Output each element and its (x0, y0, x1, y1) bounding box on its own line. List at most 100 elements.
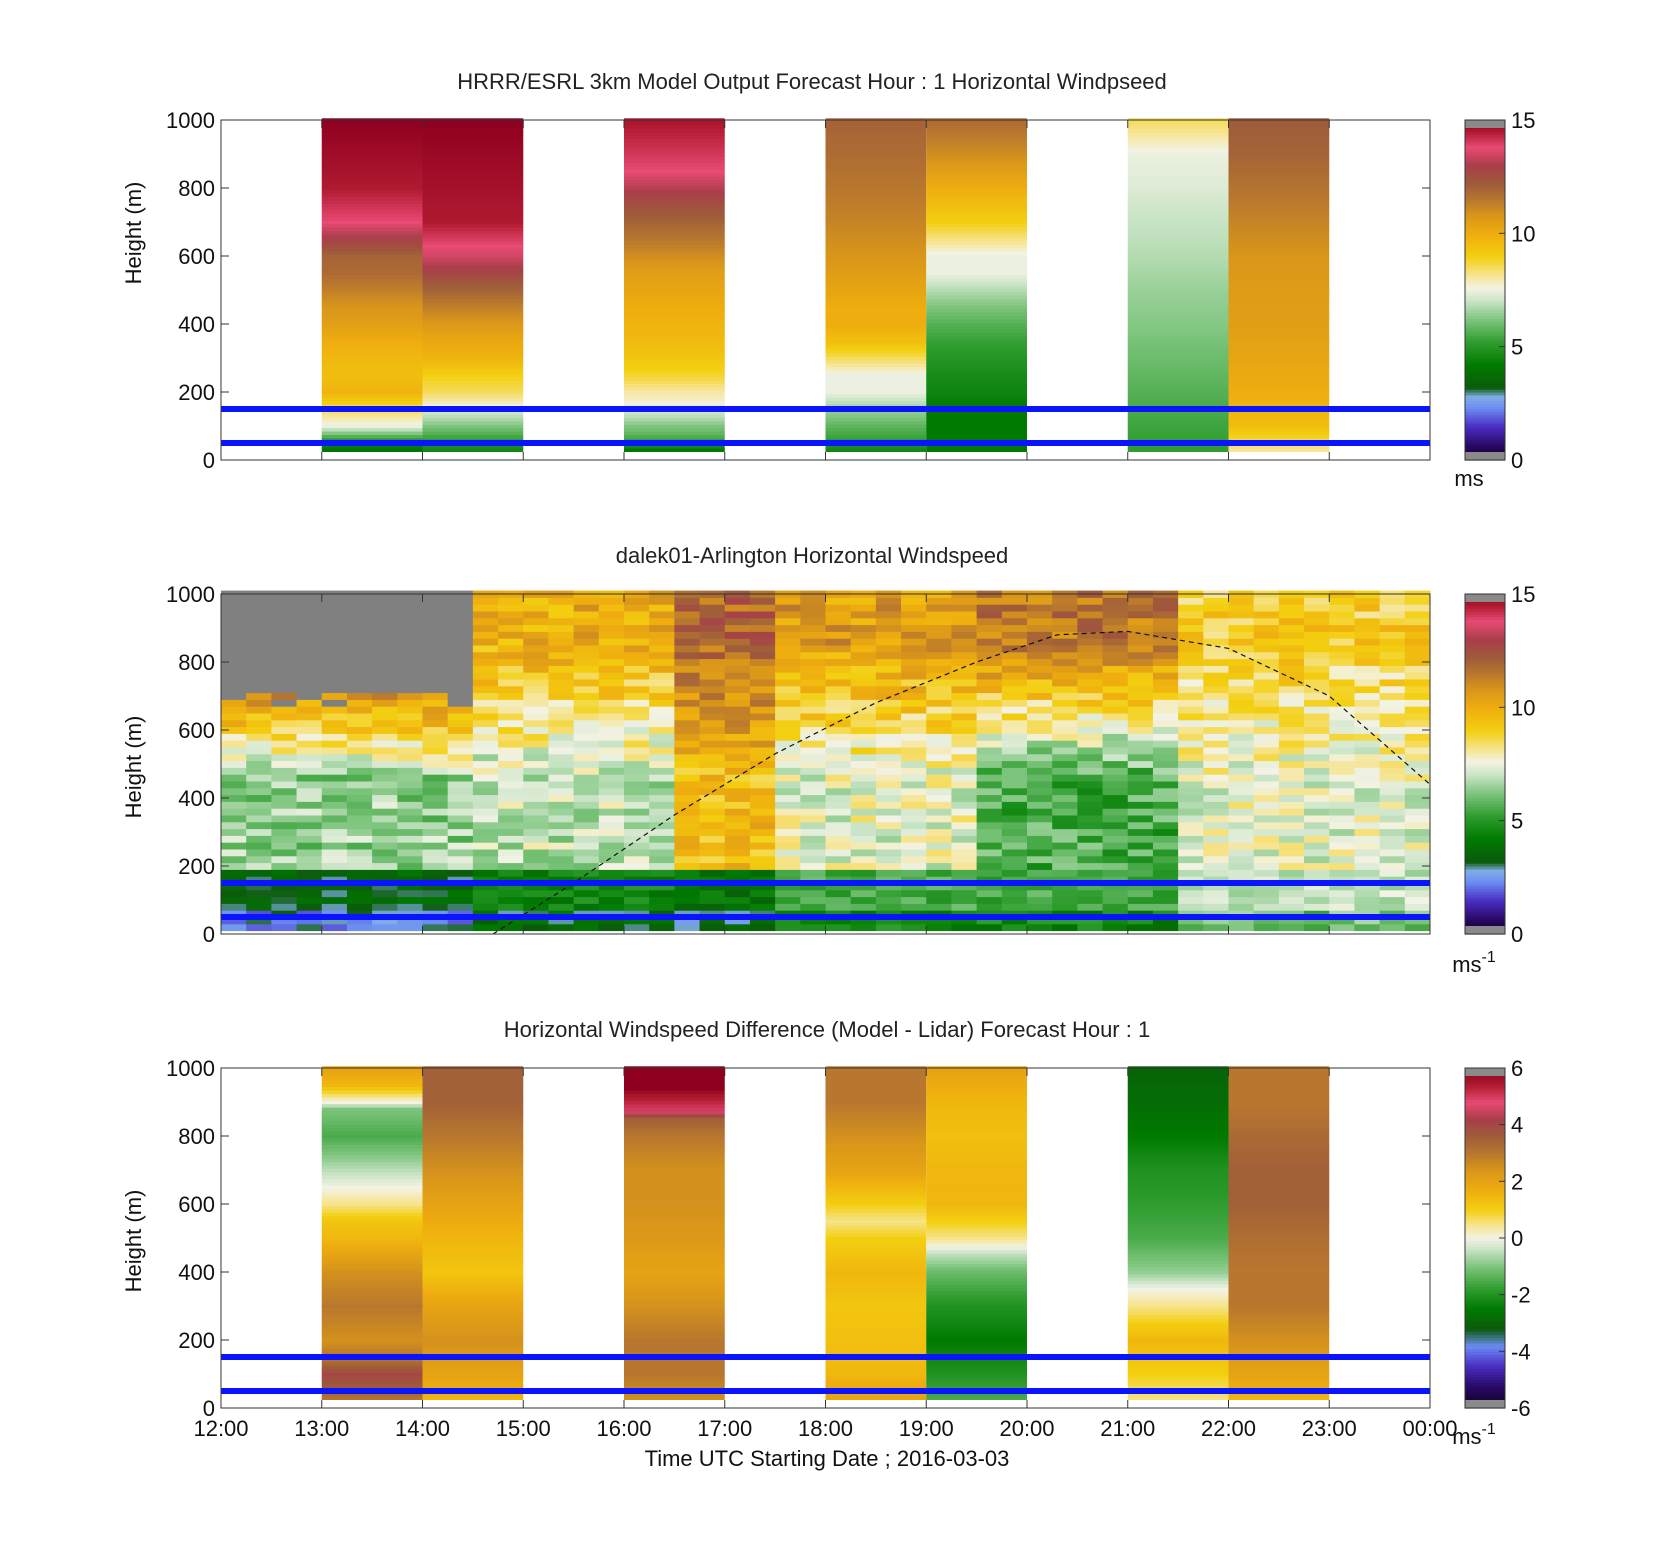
lidar-column (1304, 590, 1330, 932)
heatmap-cell (321, 1311, 423, 1315)
heatmap-cell (1329, 706, 1355, 714)
heatmap-cell (1228, 376, 1330, 381)
colorbar-segment (1465, 679, 1505, 683)
heatmap-cell (372, 821, 398, 830)
heatmap-cell (573, 706, 600, 714)
heatmap-cell (422, 291, 524, 296)
colorbar-segment (1465, 400, 1505, 404)
heatmap-cell (825, 264, 927, 269)
heatmap-cell (1228, 760, 1255, 768)
heatmap-cell (422, 1171, 524, 1176)
heatmap-cell (775, 774, 801, 782)
heatmap-cell (624, 220, 725, 225)
heatmap-cell (1228, 1362, 1330, 1366)
heatmap-cell (699, 923, 726, 932)
heatmap-cell (598, 774, 625, 782)
heatmap-cell (1228, 1246, 1330, 1251)
heatmap-cell (1102, 685, 1129, 694)
heatmap-cell (1178, 672, 1204, 680)
heatmap-cell (422, 645, 449, 653)
heatmap-cell (1278, 611, 1305, 619)
heatmap-cell (1052, 849, 1078, 857)
heatmap-cell (825, 329, 927, 333)
heatmap-cell (1278, 617, 1305, 626)
heatmap-cell (800, 645, 826, 653)
heatmap-cell (573, 855, 600, 864)
heatmap-cell (1354, 658, 1381, 666)
colorbar-segment (1465, 142, 1505, 147)
heatmap-cell (1178, 896, 1204, 904)
heatmap-cell (472, 842, 499, 850)
heatmap-cell (1354, 821, 1381, 830)
heatmap-cell (1278, 597, 1305, 605)
heatmap-cell (548, 747, 575, 755)
heatmap-cell (624, 448, 725, 452)
heatmap-cell (976, 597, 1003, 605)
heatmap-cell (875, 760, 902, 768)
heatmap-cell (346, 889, 373, 898)
colorbar-frame (1464, 593, 1506, 935)
heatmap-cell (1228, 1253, 1330, 1258)
colorbar-segment (1465, 185, 1505, 189)
heatmap-cell (321, 363, 423, 367)
heatmap-cell (926, 230, 1027, 235)
heatmap-cell (926, 1076, 1027, 1081)
heatmap-cell (926, 250, 1027, 255)
heatmap-cell (825, 400, 927, 405)
heatmap-cell (825, 288, 927, 293)
heatmap-cell (422, 1090, 524, 1094)
heatmap-cell (976, 611, 1003, 619)
heatmap-cell (321, 1090, 423, 1094)
heatmap-cell (875, 923, 902, 932)
heatmap-cell (422, 329, 524, 333)
heatmap-cell (775, 719, 801, 728)
heatmap-cell (598, 699, 625, 707)
heatmap-cell (296, 808, 323, 816)
heatmap-cell (1127, 1134, 1229, 1139)
heatmap-cell (1354, 917, 1381, 925)
heatmap-cell (624, 1229, 725, 1234)
heatmap-cell (1379, 604, 1406, 612)
heatmap-cell (321, 196, 423, 201)
heatmap-cell (1052, 747, 1078, 755)
colorbar-segment (1465, 258, 1505, 263)
heatmap-cell (321, 159, 423, 163)
heatmap-cell (573, 923, 600, 932)
heatmap-cell (825, 1375, 927, 1380)
heatmap-cell (1152, 611, 1179, 619)
heatmap-cell (422, 203, 524, 208)
heatmap-cell (321, 651, 348, 660)
colorbar-segment (1465, 423, 1505, 427)
heatmap-cell (221, 726, 247, 734)
heatmap-cell (321, 295, 423, 299)
heatmap-cell (926, 1365, 1027, 1370)
colorbar-overflow (1465, 594, 1505, 602)
heatmap-cell (422, 247, 524, 252)
heatmap-cell (1228, 223, 1330, 228)
heatmap-cell (346, 917, 373, 925)
heatmap-cell (397, 883, 423, 891)
heatmap-cell (1001, 876, 1028, 884)
heatmap-cell (372, 726, 398, 734)
colorbar-segment (1465, 349, 1505, 353)
heatmap-cell (624, 1086, 725, 1091)
heatmap-cell (1127, 1379, 1229, 1383)
heatmap-cell (422, 135, 524, 140)
heatmap-cell (926, 444, 1027, 449)
heatmap-cell (624, 1307, 725, 1312)
heatmap-cell (271, 597, 298, 605)
heatmap-cell (1228, 1107, 1330, 1111)
heatmap-cell (775, 692, 801, 700)
heatmap-cell (346, 651, 373, 660)
heatmap-cell (271, 638, 298, 646)
heatmap-cell (976, 910, 1003, 918)
heatmap-cell (926, 135, 1027, 140)
heatmap-cell (775, 781, 801, 789)
heatmap-cell (1127, 1324, 1229, 1329)
heatmap-cell (1203, 604, 1229, 612)
heatmap-cell (1228, 733, 1255, 741)
heatmap-cell (624, 617, 650, 626)
heatmap-cell (573, 617, 600, 626)
